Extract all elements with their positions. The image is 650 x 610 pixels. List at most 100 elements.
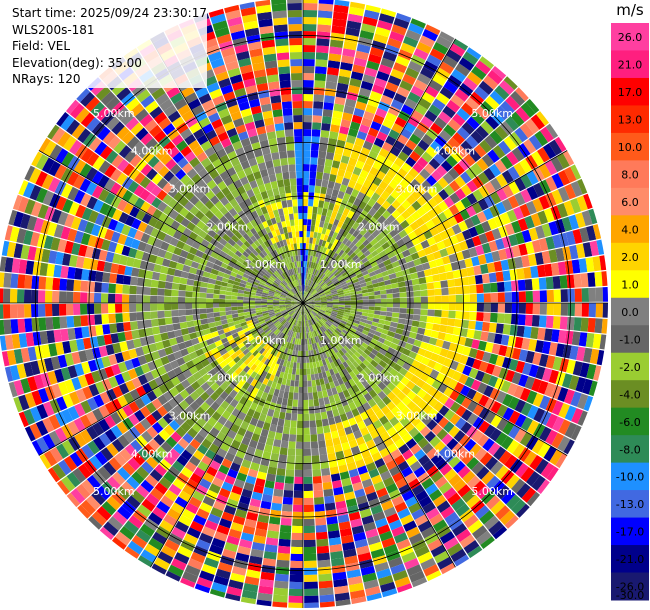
- velocity-gate: [129, 294, 137, 303]
- velocity-gate: [304, 314, 306, 321]
- velocity-gate: [386, 382, 396, 391]
- velocity-gate: [416, 121, 430, 134]
- velocity-gate: [534, 252, 544, 265]
- velocity-gate: [353, 319, 361, 325]
- velocity-gate: [518, 243, 528, 256]
- velocity-gate: [199, 287, 208, 293]
- velocity-gate: [106, 443, 119, 457]
- velocity-gate: [116, 274, 125, 285]
- velocity-gate: [270, 509, 282, 518]
- velocity-gate: [341, 260, 348, 267]
- velocity-gate: [317, 278, 322, 285]
- velocity-gate: [282, 504, 293, 512]
- velocity-gate: [314, 185, 321, 194]
- velocity-gate: [352, 221, 360, 230]
- velocity-gate: [119, 526, 135, 540]
- velocity-gate: [328, 230, 335, 238]
- velocity-gate: [309, 280, 313, 287]
- velocity-gate: [275, 475, 285, 483]
- velocity-gate: [271, 334, 277, 341]
- velocity-gate: [385, 135, 397, 146]
- velocity-gate: [325, 321, 331, 327]
- velocity-gate: [333, 321, 340, 326]
- velocity-gate: [383, 506, 397, 518]
- velocity-gate: [331, 312, 338, 316]
- velocity-gate: [343, 313, 350, 318]
- velocity-gate: [313, 87, 325, 96]
- velocity-gate: [329, 368, 335, 376]
- velocity-gate: [313, 199, 319, 208]
- velocity-gate: [371, 278, 379, 285]
- velocity-gate: [388, 519, 403, 531]
- velocity-gate: [417, 347, 427, 357]
- velocity-gate: [328, 459, 338, 468]
- velocity-gate: [264, 444, 273, 453]
- velocity-gate: [452, 269, 461, 279]
- velocity-gate: [304, 291, 307, 298]
- velocity-gate: [461, 452, 474, 465]
- velocity-gate: [395, 372, 405, 382]
- velocity-gate: [307, 314, 311, 320]
- velocity-gate: [411, 189, 422, 201]
- velocity-gate: [514, 399, 526, 413]
- velocity-gate: [202, 495, 216, 507]
- velocity-gate: [351, 264, 359, 271]
- velocity-gate: [592, 224, 602, 240]
- velocity-gate: [179, 321, 188, 329]
- velocity-gate: [290, 380, 295, 387]
- velocity-gate: [418, 454, 431, 466]
- velocity-gate: [178, 315, 187, 323]
- velocity-gate: [301, 309, 303, 315]
- velocity-gate: [306, 292, 310, 299]
- velocity-gate: [39, 454, 52, 470]
- velocity-gate: [267, 353, 273, 361]
- velocity-gate: [333, 4, 349, 14]
- velocity-gate: [311, 324, 316, 331]
- velocity-gate: [416, 388, 427, 399]
- velocity-gate: [258, 318, 265, 323]
- velocity-gate: [421, 91, 436, 104]
- velocity-gate: [394, 576, 411, 588]
- velocity-gate: [390, 162, 401, 174]
- velocity-gate: [325, 403, 332, 412]
- velocity-gate: [344, 491, 356, 501]
- velocity-gate: [514, 336, 524, 349]
- velocity-gate: [413, 127, 426, 140]
- velocity-gate: [402, 348, 411, 357]
- velocity-gate: [361, 246, 369, 254]
- velocity-gate: [101, 314, 110, 325]
- velocity-gate: [383, 259, 392, 267]
- velocity-gate: [373, 345, 381, 352]
- velocity-gate: [346, 281, 354, 286]
- velocity-gate: [433, 346, 442, 355]
- velocity-gate: [294, 476, 303, 485]
- velocity-gate: [179, 399, 190, 411]
- velocity-gate: [539, 426, 552, 442]
- velocity-gate: [184, 405, 195, 417]
- velocity-gate: [177, 545, 193, 558]
- velocity-gate: [336, 314, 343, 318]
- velocity-gate: [288, 317, 293, 323]
- velocity-gate: [31, 304, 39, 318]
- velocity-gate: [201, 345, 211, 354]
- velocity-gate: [135, 435, 148, 448]
- velocity-gate: [201, 526, 216, 538]
- velocity-gate: [478, 80, 494, 95]
- velocity-gate: [303, 30, 317, 39]
- velocity-gate: [469, 284, 477, 294]
- velocity-gate: [358, 442, 369, 453]
- velocity-gate: [247, 423, 256, 433]
- velocity-gate: [462, 51, 479, 66]
- velocity-gate: [281, 353, 287, 361]
- velocity-gate: [500, 259, 510, 271]
- velocity-gate: [164, 489, 178, 502]
- velocity-gate: [340, 320, 347, 325]
- velocity-gate: [339, 356, 346, 364]
- velocity-gate: [332, 295, 339, 299]
- velocity-gate: [101, 303, 109, 314]
- velocity-gate: [67, 421, 80, 436]
- velocity-gate: [282, 360, 288, 367]
- velocity-gate: [442, 237, 453, 248]
- velocity-gate: [363, 9, 380, 20]
- velocity-gate: [557, 436, 571, 452]
